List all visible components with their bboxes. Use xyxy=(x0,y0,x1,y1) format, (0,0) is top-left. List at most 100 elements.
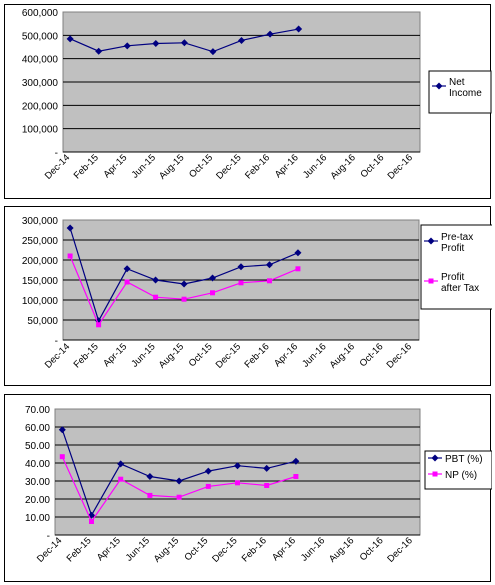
y-tick-label: 200,000 xyxy=(22,101,59,112)
y-tick-label: 100,000 xyxy=(22,296,59,307)
x-tick-label: Jun-15 xyxy=(129,341,157,369)
data-point xyxy=(180,280,188,288)
data-point xyxy=(295,25,303,33)
y-tick-label: 20.00 xyxy=(25,495,50,506)
data-point xyxy=(180,39,188,47)
chart-margins: 70.00 60.00 50.00 40.00 30.00 20.00 10.00 - Dec-… xyxy=(4,394,492,582)
x-tick-label: Oct-15 xyxy=(187,341,215,369)
x-tick-label: Dec-15 xyxy=(214,152,243,181)
legend-swatch-marker xyxy=(428,278,434,284)
legend-label: Profit xyxy=(441,243,465,254)
legend-swatch-marker xyxy=(432,471,438,477)
data-point xyxy=(295,266,301,272)
legend-label: Profit xyxy=(441,272,465,283)
data-point xyxy=(147,492,153,498)
legend-swatch-marker xyxy=(427,237,435,245)
y-tick-label: 200,000 xyxy=(22,256,59,267)
data-point xyxy=(209,48,217,56)
legend-box xyxy=(428,70,492,114)
x-tick-label: Jun-16 xyxy=(301,152,329,180)
y-tick-label: 10.00 xyxy=(25,513,50,524)
x-tick-label: Feb-16 xyxy=(240,535,269,564)
x-tick-label: Aug-15 xyxy=(157,341,186,370)
data-point xyxy=(58,426,66,434)
x-tick-label: Oct-16 xyxy=(358,535,386,563)
y-tick-label: 50.00 xyxy=(25,441,50,452)
data-point xyxy=(263,464,271,472)
x-tick-label: Jun-15 xyxy=(124,535,152,563)
x-tick-label: Apr-15 xyxy=(95,535,123,563)
x-tick-label: Jun-16 xyxy=(299,535,327,563)
plot-area xyxy=(54,408,421,536)
x-tick-label: Feb-16 xyxy=(243,341,272,370)
x-tick-label: Feb-16 xyxy=(243,152,272,181)
legend-label: PBT (%) xyxy=(445,454,483,465)
data-point xyxy=(95,47,103,55)
legend-label: NP (%) xyxy=(445,470,477,481)
data-point xyxy=(265,261,273,269)
chart-net-income: 600,000 500,000 400,000 300,000 200,000 100,0… xyxy=(4,4,492,199)
data-point xyxy=(293,474,299,479)
x-tick-label: Aug-16 xyxy=(328,152,357,181)
data-point xyxy=(266,278,272,284)
y-tick-label: 150,000 xyxy=(22,276,59,287)
data-point xyxy=(238,36,245,44)
data-point xyxy=(209,274,217,282)
x-tick-label: Aug-16 xyxy=(328,341,357,370)
legend-swatch-marker xyxy=(431,454,439,462)
chart-profit: 300,000 250,000 200,000 150,000 100,000 50,00… xyxy=(4,206,492,386)
data-point xyxy=(66,224,74,232)
legend-label: Pre-tax xyxy=(441,232,473,243)
x-tick-label: Dec-15 xyxy=(214,341,243,370)
data-point xyxy=(181,296,187,302)
y-tick-label: 500,000 xyxy=(22,31,59,42)
data-point xyxy=(88,511,95,519)
x-tick-label: Feb-15 xyxy=(65,535,94,564)
x-tick-label: Apr-15 xyxy=(101,341,129,369)
data-point xyxy=(292,457,300,465)
x-tick-label: Oct-16 xyxy=(358,152,386,180)
x-tick-label: Apr-16 xyxy=(273,152,301,180)
y-tick-label: 300,000 xyxy=(22,216,59,227)
data-point xyxy=(96,322,102,328)
legend-label: Income xyxy=(449,88,482,99)
y-tick-label: 30.00 xyxy=(25,477,50,488)
x-tick-label: Oct-15 xyxy=(187,152,215,180)
y-tick-label: 50,000 xyxy=(27,316,58,327)
x-tick-label: Feb-15 xyxy=(72,152,101,181)
data-point xyxy=(238,280,244,286)
y-tick-label: 300,000 xyxy=(22,78,59,89)
data-point xyxy=(153,294,159,300)
data-point xyxy=(117,460,125,468)
data-point xyxy=(123,265,131,273)
data-point xyxy=(176,494,182,500)
data-point xyxy=(205,483,211,489)
data-point xyxy=(152,276,160,284)
data-point xyxy=(294,249,302,257)
y-tick-label: 40.00 xyxy=(25,459,50,470)
data-point xyxy=(204,467,212,475)
data-point xyxy=(266,30,274,38)
y-tick-label: 60.00 xyxy=(25,423,50,434)
x-tick-label: Jun-15 xyxy=(130,152,158,180)
y-tick-label: 100,000 xyxy=(22,125,59,136)
chart-net-income-svg: 600,000 500,000 400,000 300,000 200,000 100,0… xyxy=(22,8,492,182)
data-point xyxy=(124,279,130,285)
x-tick-label: Feb-15 xyxy=(72,341,101,370)
data-point xyxy=(175,477,183,485)
legend-label: after Tax xyxy=(441,283,479,294)
data-point xyxy=(235,480,240,486)
data-point xyxy=(66,35,74,43)
x-tick-label: Apr-15 xyxy=(101,152,129,180)
data-point xyxy=(123,42,131,50)
x-tick-label: Apr-16 xyxy=(270,535,298,563)
x-tick-label: Aug-15 xyxy=(157,152,186,181)
x-tick-label: Dec-16 xyxy=(385,341,414,370)
x-tick-label: Dec-16 xyxy=(386,152,415,181)
legend-swatch-marker xyxy=(435,82,443,90)
data-point xyxy=(210,290,216,296)
data-point xyxy=(152,40,160,47)
y-tick-label: 250,000 xyxy=(22,236,59,247)
y-tick-label: 400,000 xyxy=(22,55,59,66)
chart-margins-svg: 70.00 60.00 50.00 40.00 30.00 20.00 10.00 - Dec-… xyxy=(25,405,492,565)
